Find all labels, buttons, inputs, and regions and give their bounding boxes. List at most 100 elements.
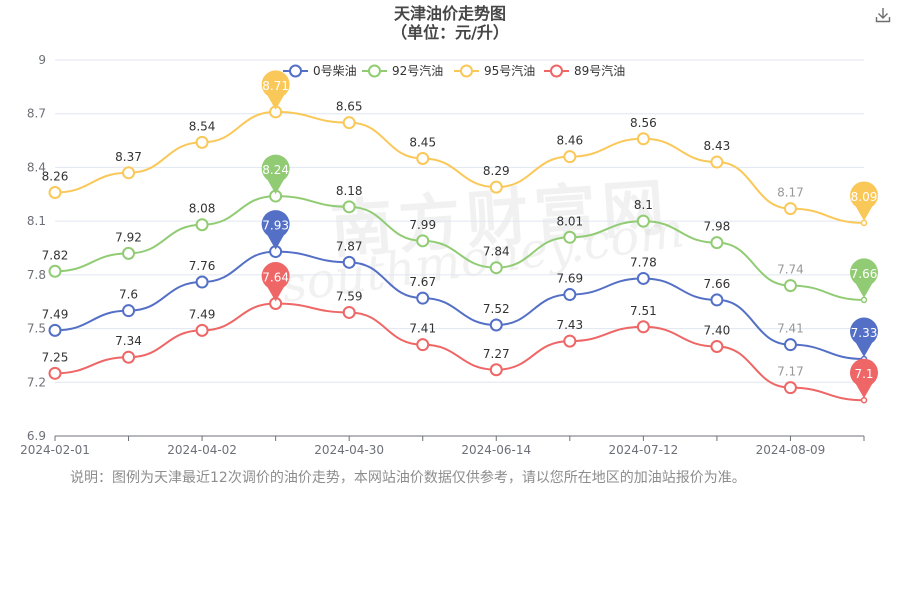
data-point (710, 155, 724, 169)
data-label: 8.54 (189, 119, 216, 133)
data-point (489, 261, 503, 275)
data-label: 7.49 (42, 307, 69, 321)
data-point (489, 318, 503, 332)
value-pin (850, 181, 878, 221)
x-tick-label: 2024-04-30 (314, 443, 384, 457)
data-label: 7.92 (115, 230, 142, 244)
data-label: 8.08 (189, 202, 216, 216)
chart-title-line1: 天津油价走势图 (393, 4, 506, 23)
data-point (636, 132, 650, 146)
data-labels: 7.49 7.6 7.76 7.87 7.67 7.52 7.69 7.78 7.66 7.41 7… (42, 100, 804, 379)
y-tick-label: 7.2 (27, 375, 46, 389)
data-label: 7.25 (42, 350, 69, 364)
legend-label: 0号柴油 (313, 64, 357, 78)
legend-marker (460, 64, 473, 78)
series-line (54, 195, 865, 301)
data-point (783, 381, 797, 395)
data-point (489, 363, 503, 377)
data-label: 7.69 (556, 272, 583, 286)
x-tick-label: 2024-06-14 (461, 443, 531, 457)
data-point (342, 116, 356, 130)
data-label: 8.46 (556, 134, 583, 148)
pin-label: 7.64 (262, 271, 289, 285)
data-label: 7.49 (189, 307, 216, 321)
legend-marker (368, 64, 381, 78)
y-tick-label: 9 (38, 53, 46, 67)
data-point (563, 230, 577, 244)
data-label: 8.01 (556, 214, 583, 228)
pin-label: 8.09 (851, 190, 878, 204)
data-label: 7.82 (42, 248, 69, 262)
data-label: 8.26 (42, 169, 69, 183)
data-label: 8.1 (634, 198, 653, 212)
data-point (783, 202, 797, 216)
legend-item[interactable]: 95号汽油 (454, 63, 535, 78)
data-point (48, 264, 62, 278)
legend-item[interactable]: 89号汽油 (544, 63, 625, 78)
pin-label: 7.1 (854, 367, 873, 381)
pin-label: 7.93 (262, 219, 289, 233)
data-label: 8.29 (483, 164, 510, 178)
value-pins: 7.93 7.33 8.24 7.66 8.71 8.09 7.64 7.1 (261, 70, 878, 399)
data-point (563, 334, 577, 348)
legend-item[interactable]: 92号汽油 (362, 63, 443, 78)
data-point (48, 366, 62, 380)
pin-label: 7.66 (851, 267, 878, 281)
data-point (636, 214, 650, 228)
pin-label: 8.71 (262, 79, 289, 93)
chart-title: 天津油价走势图 （单位：元/升） (0, 4, 900, 42)
legend-item[interactable]: 0号柴油 (283, 64, 357, 78)
data-point (416, 291, 430, 305)
data-label: 7.27 (483, 347, 510, 361)
legend-marker (289, 64, 302, 78)
pin-label: 8.24 (262, 163, 289, 177)
data-point (860, 296, 868, 304)
x-tick-label: 2024-08-09 (756, 443, 826, 457)
x-tick-label: 2024-04-02 (167, 443, 237, 457)
data-point (195, 275, 209, 289)
pin-label: 7.33 (851, 326, 878, 340)
data-label: 8.45 (409, 135, 436, 149)
y-tick-label: 6.9 (27, 429, 46, 443)
data-point (563, 150, 577, 164)
data-label: 7.67 (409, 275, 436, 289)
value-pin (850, 258, 878, 298)
y-tick-label: 7.5 (27, 322, 46, 336)
series-line (54, 302, 865, 402)
series-lines (48, 105, 868, 404)
download-icon[interactable] (874, 6, 892, 24)
data-point (122, 166, 136, 180)
value-pin (850, 317, 878, 358)
value-pin (261, 154, 290, 195)
data-label: 7.34 (115, 334, 142, 348)
data-label: 8.18 (336, 184, 363, 198)
data-point (710, 339, 724, 353)
value-pin (850, 358, 878, 399)
data-label: 7.17 (777, 365, 804, 379)
data-point (416, 151, 430, 165)
data-label: 8.65 (336, 100, 363, 114)
legend-label: 95号汽油 (484, 63, 535, 78)
data-point (710, 293, 724, 307)
data-label: 8.37 (115, 150, 142, 164)
data-point (636, 271, 650, 285)
data-label: 8.17 (777, 186, 804, 200)
data-point (195, 218, 209, 232)
data-label: 7.84 (483, 245, 510, 259)
legend-label: 92号汽油 (392, 63, 443, 78)
disclaimer-note: 说明：图例为天津最近12次调价的油价走势，本网站油价数据仅供参考，请以您所在地区… (70, 470, 746, 486)
data-label: 7.51 (630, 304, 657, 318)
data-label: 7.66 (704, 277, 731, 291)
data-point (122, 246, 136, 260)
data-label: 7.6 (119, 288, 138, 302)
data-point (342, 255, 356, 269)
data-label: 7.74 (777, 263, 804, 277)
data-point (783, 279, 797, 293)
data-point (416, 338, 430, 352)
data-point (48, 323, 62, 337)
data-point (416, 234, 430, 248)
line-chart: 6.9 7.2 7.5 7.8 8.1 8.4 8.7 9 2024-02-01 2024-04-… (20, 53, 878, 457)
data-point (710, 236, 724, 250)
data-label: 7.99 (409, 218, 436, 232)
x-tick-label: 2024-07-12 (608, 443, 678, 457)
